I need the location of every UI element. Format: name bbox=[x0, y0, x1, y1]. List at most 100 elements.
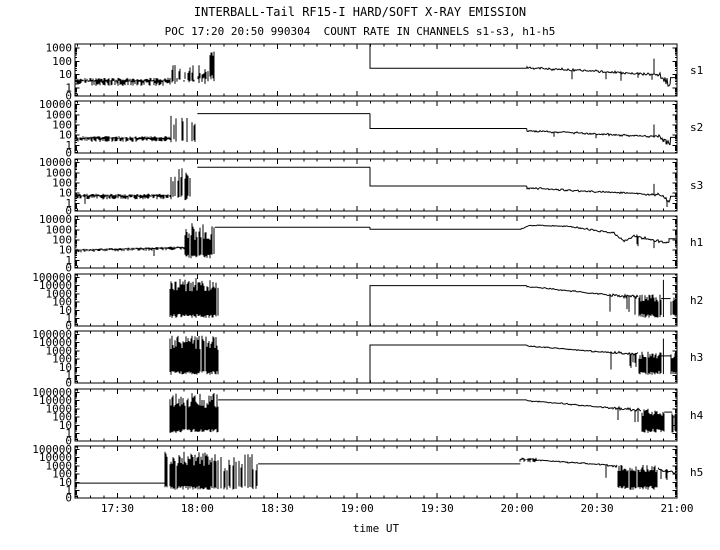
y-tick-label: 0 bbox=[65, 147, 72, 160]
channel-label-h1: h1 bbox=[690, 236, 703, 249]
channel-label-h4: h4 bbox=[690, 409, 704, 422]
y-tick-label: 100000 bbox=[32, 271, 72, 284]
y-tick-label: 1000 bbox=[46, 166, 73, 179]
y-tick-label: 100 bbox=[52, 353, 72, 366]
y-tick-label: 10000 bbox=[39, 336, 72, 349]
chart-subtitle: POC 17:20 20:50 990304 COUNT RATE IN CHA… bbox=[164, 25, 556, 38]
panel-axes-s2 bbox=[74, 100, 678, 154]
y-tick-label: 1 bbox=[65, 484, 72, 497]
x-tick-label: 19:00 bbox=[341, 502, 374, 515]
y-tick-label: 100 bbox=[52, 468, 72, 481]
y-tick-label: 100000 bbox=[32, 386, 72, 399]
y-tick-label: 0 bbox=[65, 320, 72, 333]
y-tick-label: 0 bbox=[65, 90, 72, 103]
y-tick-label: 10000 bbox=[39, 279, 72, 292]
y-tick-label: 10 bbox=[59, 244, 72, 257]
channel-label-s3: s3 bbox=[690, 179, 703, 192]
y-tick-label: 1000 bbox=[46, 344, 73, 357]
x-tick-label: 20:30 bbox=[581, 502, 614, 515]
panel-axes-h2 bbox=[74, 273, 678, 327]
x-tick-label: 17:30 bbox=[101, 502, 134, 515]
y-tick-label: 100 bbox=[52, 55, 72, 68]
y-tick-label: 10000 bbox=[39, 156, 72, 169]
y-tick-label: 10 bbox=[59, 187, 72, 200]
y-tick-label: 1000 bbox=[46, 42, 73, 55]
y-tick-label: 1 bbox=[65, 254, 72, 267]
x-tick-label: 21:00 bbox=[660, 502, 693, 515]
channel-label-h3: h3 bbox=[690, 351, 703, 364]
channel-label-h5: h5 bbox=[690, 466, 703, 479]
panel-axes-h1 bbox=[74, 215, 678, 269]
y-tick-label: 10 bbox=[59, 361, 72, 374]
y-tick-label: 10000 bbox=[39, 98, 72, 111]
x-tick-label: 18:00 bbox=[181, 502, 214, 515]
y-tick-label: 1 bbox=[65, 312, 72, 325]
y-tick-label: 0 bbox=[65, 262, 72, 275]
y-tick-label: 100 bbox=[52, 177, 72, 190]
y-tick-label: 1000 bbox=[46, 223, 73, 236]
x-tick-label: 20:00 bbox=[501, 502, 534, 515]
channel-label-s1: s1 bbox=[690, 64, 703, 77]
y-tick-label: 100 bbox=[52, 119, 72, 132]
y-tick-label: 10 bbox=[59, 419, 72, 432]
y-tick-label: 1000 bbox=[46, 459, 73, 472]
x-tick-label: 18:30 bbox=[261, 502, 294, 515]
y-tick-label: 1000 bbox=[46, 402, 73, 415]
y-tick-label: 10000 bbox=[39, 213, 72, 226]
y-tick-label: 10 bbox=[59, 129, 72, 142]
panel-axes-h4 bbox=[74, 388, 678, 442]
y-tick-label: 1000 bbox=[46, 108, 73, 121]
series-h3 bbox=[75, 335, 678, 384]
y-tick-label: 0 bbox=[65, 205, 72, 218]
x-tick-labels: 17:30 18:00 18:30 19:00 19:30 20:00 20:30 21:00 bbox=[101, 502, 694, 515]
y-tick-label: 1 bbox=[65, 82, 72, 95]
y-tick-label: 10000 bbox=[39, 394, 72, 407]
x-axis-title: time UT bbox=[352, 522, 400, 535]
chart-title: INTERBALL-Tail RF15-I HARD/SOFT X-RAY EM… bbox=[193, 5, 527, 19]
y-tick-label: 10 bbox=[59, 476, 72, 489]
y-tick-label: 100000 bbox=[32, 443, 72, 456]
y-tick-label: 0 bbox=[65, 377, 72, 390]
panel-axes-s3 bbox=[74, 158, 678, 212]
panel-axes-h3 bbox=[74, 330, 678, 384]
series-s3 bbox=[74, 166, 677, 207]
y-tick-label: 100 bbox=[52, 296, 72, 309]
y-tick-label: 1 bbox=[65, 369, 72, 382]
series-s1 bbox=[74, 43, 677, 87]
y-tick-label: 1 bbox=[65, 139, 72, 152]
y-tick-label: 0 bbox=[65, 492, 72, 505]
y-tick-label: 100 bbox=[52, 411, 72, 424]
y-tick-label: 10000 bbox=[39, 451, 72, 464]
series-s2 bbox=[74, 113, 677, 146]
y-tick-label: 100 bbox=[52, 234, 72, 247]
y-tick-label: 0 bbox=[65, 435, 72, 448]
y-tick-label: 10 bbox=[59, 304, 72, 317]
y-tick-label: 1 bbox=[65, 427, 72, 440]
series-h5 bbox=[75, 451, 678, 490]
x-tick-label: 19:30 bbox=[421, 502, 454, 515]
y-tick-label: 10 bbox=[59, 68, 72, 81]
series-h1 bbox=[74, 223, 677, 259]
channel-label-h2: h2 bbox=[690, 294, 703, 307]
y-tick-label: 100000 bbox=[32, 328, 72, 341]
series-h2 bbox=[75, 278, 677, 327]
panel-axes-s1 bbox=[74, 43, 678, 97]
